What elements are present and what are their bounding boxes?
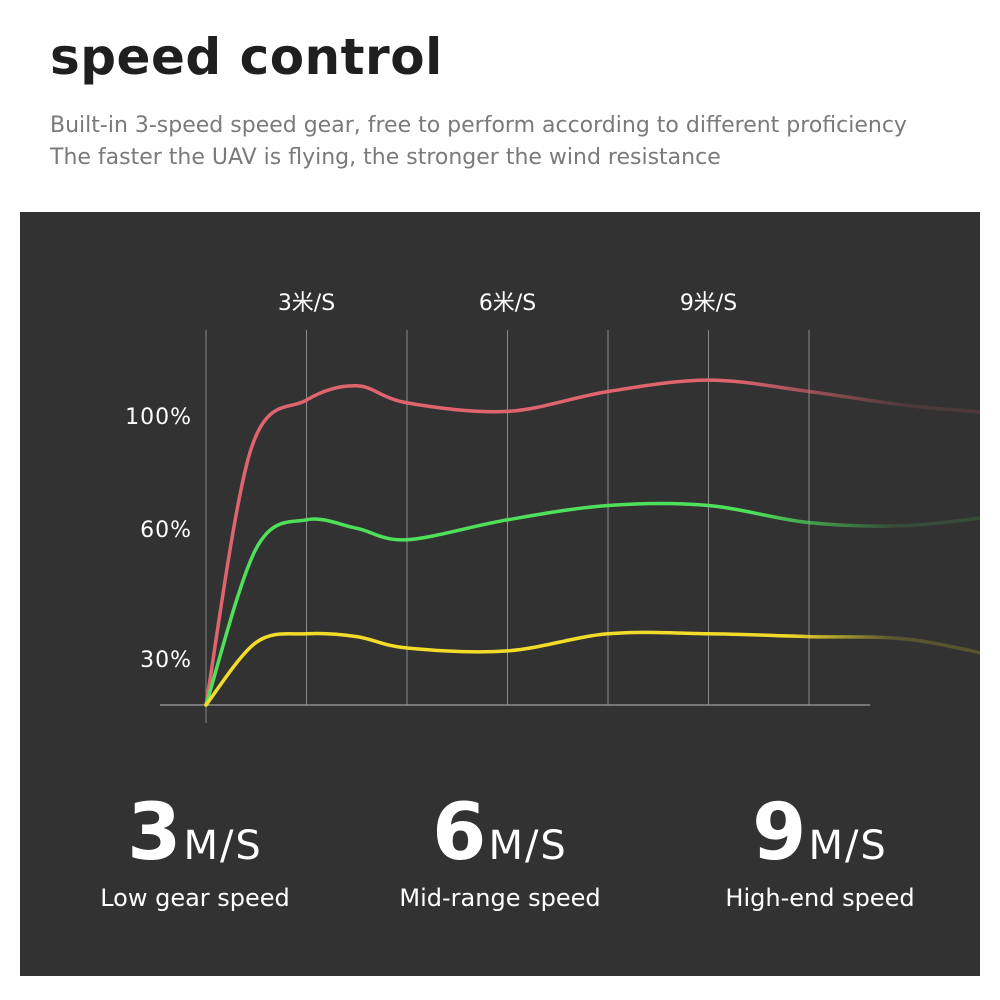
subtitle-line-2: The faster the UAV is flying, the strong… (50, 145, 721, 170)
speed-high-unit: M/S (808, 823, 888, 869)
speed-high-block: 9M/S High-end speed (690, 794, 950, 912)
speed-chart-panel: 100% 60% 30% 3米/S 6米/S 9米/S 3M/S Low gear sp… (20, 212, 980, 976)
speed-mid-unit: M/S (488, 823, 568, 869)
series-line-red (204, 378, 980, 707)
speed-low-unit: M/S (183, 823, 263, 869)
series-line-green (204, 501, 980, 707)
subtitle-line-1: Built-in 3-speed speed gear, free to per… (50, 113, 907, 138)
speed-mid-value: 6 (432, 788, 487, 878)
speed-low-label: Low gear speed (100, 884, 290, 912)
x-tick-label: 9米/S (680, 291, 737, 316)
x-tick-label: 3米/S (278, 291, 335, 316)
speed-chart: 100% 60% 30% 3米/S 6米/S 9米/S (125, 291, 980, 723)
y-tick-label: 60% (140, 518, 192, 543)
speed-high-value: 9 (752, 788, 807, 878)
y-tick-label: 100% (125, 405, 192, 430)
speed-mid-block: 6M/S Mid-range speed (370, 794, 630, 912)
y-tick-label: 30% (140, 648, 192, 673)
page-title: speed control (50, 28, 443, 86)
speed-low-block: 3M/S Low gear speed (65, 794, 325, 912)
speed-mid-label: Mid-range speed (399, 884, 601, 912)
speed-low-value: 3 (127, 788, 182, 878)
speed-high-label: High-end speed (725, 884, 915, 912)
x-tick-label: 6米/S (479, 291, 536, 316)
series-line-yellow (204, 630, 980, 707)
